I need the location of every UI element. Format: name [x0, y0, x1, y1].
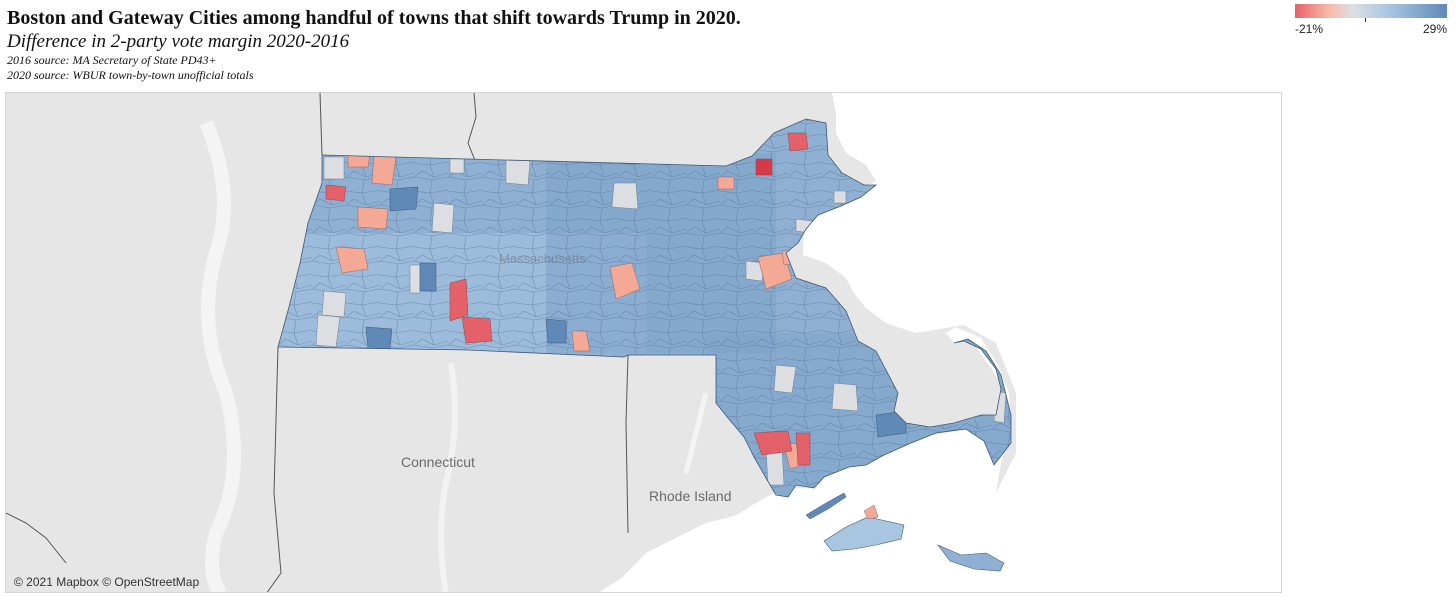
label-massachusetts: Massachusetts	[499, 251, 586, 266]
state-borders	[6, 93, 629, 592]
legend-min-label: -21%	[1295, 22, 1324, 36]
nantucket	[937, 544, 1005, 572]
map-attribution[interactable]: © 2021 Mapbox © OpenStreetMap	[14, 575, 200, 589]
chart-header: Boston and Gateway Cities among handful …	[7, 6, 1277, 83]
marthas-vineyard	[823, 516, 905, 552]
label-rhode-island: Rhode Island	[649, 488, 732, 504]
label-connecticut: Connecticut	[401, 454, 475, 470]
chart-title: Boston and Gateway Cities among handful …	[7, 7, 741, 29]
massachusetts-outline	[277, 118, 1012, 498]
chart-subtitle: Difference in 2-party vote margin 2020-2…	[7, 31, 350, 52]
ocean-south	[607, 503, 786, 592]
ocean	[599, 93, 1281, 592]
map-view[interactable]: Connecticut Rhode Island Massachusetts ©…	[5, 92, 1282, 593]
source-2016: 2016 source: MA Secretary of State PD43+	[7, 53, 217, 67]
legend-gradient-bar	[1295, 4, 1447, 18]
legend-zero-tick	[1365, 18, 1366, 22]
river	[199, 120, 241, 592]
source-2020: 2020 source: WBUR town-by-town unofficia…	[7, 68, 254, 82]
elizabeth-islands	[805, 492, 847, 520]
river-ct	[438, 362, 458, 592]
map-svg: Connecticut Rhode Island Massachusetts	[6, 93, 1281, 592]
color-legend: -21% 29%	[1295, 4, 1447, 38]
legend-max-label: 29%	[1422, 22, 1447, 36]
